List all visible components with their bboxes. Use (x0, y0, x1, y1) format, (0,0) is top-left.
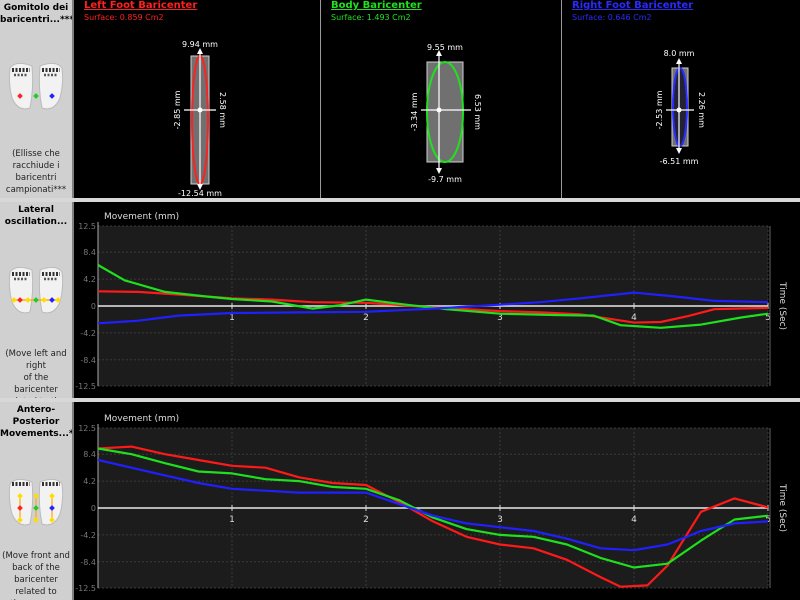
y-axis-title: Movement (mm) (104, 212, 179, 222)
section-desc-sway: (Ellisse che racchiude i baricentri camp… (5, 149, 67, 195)
feet-icon-lateral (8, 266, 64, 314)
y-tick-label: -12.5 (75, 382, 96, 391)
y-axis-title: Movement (mm) (104, 414, 179, 424)
section-desc-lateral: (Move left and right of the baricenter r… (5, 349, 67, 398)
ap-chart-svg[interactable]: 12.5 8.4 4.2 0 -4.2 -8.4 -12.5 1 2 3 4 5 Movement (m… (74, 402, 800, 600)
sidebar-section-lateral[interactable]: Lateral oscillation... (Move left and ri… (0, 202, 74, 398)
series-line-1 (97, 264, 769, 329)
separator-bottom (0, 398, 800, 402)
left-foot-left-label: -2.85 mm (173, 90, 182, 129)
right-foot-ellipse-plot: 8.0 mm -6.51 mm -2.53 mm 2.26 mm (655, 49, 706, 166)
y-tick-label: -8.4 (80, 356, 96, 365)
y-tick-label: 4.2 (83, 275, 96, 284)
body-top-label: 9.55 mm (427, 43, 463, 52)
section-title-sway: Gomitolo dei baricentri...*** (0, 3, 74, 25)
left-foot-right-label: 2.58 mm (218, 92, 227, 128)
y-tick-label: 12.5 (78, 222, 96, 231)
section-desc-ap: (Move front and back of the baricenter r… (2, 551, 70, 600)
right-foot-surface: Surface: 0.646 Cm2 (572, 13, 652, 22)
separator-top (0, 198, 800, 202)
feet-icon-ellipse (8, 62, 64, 110)
sidebar-section-antero-posterior[interactable]: Antero-Posterior Movements...*** (Move f… (0, 402, 74, 600)
series-line-1 (97, 447, 769, 569)
y-tick-label: -4.2 (80, 531, 96, 540)
left-foot-bottom-label: -12.54 mm (178, 189, 222, 198)
sidebar-section-sway-ellipse[interactable]: Gomitolo dei baricentri...*** (Ellisse c… (0, 0, 74, 198)
series-line-2 (97, 291, 769, 325)
x-tick-label: 2 (363, 313, 369, 323)
series-line-0 (97, 445, 769, 588)
y-tick-label: -12.5 (75, 584, 96, 593)
x-tick-label: 3 (497, 515, 503, 525)
x-tick-label: 5 (765, 515, 771, 525)
y-tick-label: 4.2 (83, 477, 96, 486)
body-right-label: 6.53 mm (473, 94, 482, 130)
y-tick-label: 8.4 (83, 248, 96, 257)
x-tick-label: 1 (229, 313, 235, 323)
body-title: Body Baricenter (331, 0, 422, 11)
x-tick-label: 4 (631, 515, 637, 525)
body-surface: Surface: 1.493 Cm2 (331, 13, 411, 22)
x-axis-title: Time (Sec) (777, 483, 787, 532)
panel-right-foot-baricenter[interactable]: Right Foot Baricenter Surface: 0.646 Cm2… (562, 0, 800, 198)
y-tick-label: 0 (91, 504, 96, 513)
chart-lateral-oscillation[interactable]: 12.5 8.4 4.2 0 -4.2 -8.4 -12.5 1 2 3 4 5 Movement (m… (74, 202, 800, 398)
right-foot-bottom-label: -6.51 mm (660, 157, 699, 166)
y-tick-label: 12.5 (78, 424, 96, 433)
y-tick-label: -8.4 (80, 558, 96, 567)
body-left-label: -3.34 mm (410, 92, 419, 131)
series-line-2 (97, 458, 769, 552)
body-bottom-label: -9.7 mm (428, 175, 462, 184)
body-ellipse-plot: 9.55 mm -9.7 mm -3.34 mm 6.53 mm (410, 43, 482, 184)
section-title-lateral: Lateral oscillation... (4, 205, 68, 227)
left-foot-surface: Surface: 0.859 Cm2 (84, 13, 164, 22)
lateral-chart-svg[interactable]: 12.5 8.4 4.2 0 -4.2 -8.4 -12.5 1 2 3 4 5 Movement (m… (74, 202, 800, 398)
x-axis-title: Time (Sec) (777, 281, 787, 330)
y-tick-label: 8.4 (83, 450, 96, 459)
x-tick-label: 3 (497, 313, 503, 323)
x-tick-label: 1 (229, 515, 235, 525)
right-foot-top-label: 8.0 mm (664, 49, 695, 58)
left-foot-ellipse-plot: 9.94 mm -12.54 mm -2.85 mm 2.58 mm (173, 40, 227, 198)
feet-icon-ap (8, 478, 64, 526)
section-title-ap: Antero-Posterior Movements...*** (0, 405, 74, 439)
panel-left-foot-baricenter[interactable]: Left Foot Baricenter Surface: 0.859 Cm2 … (74, 0, 321, 198)
right-foot-right-label: 2.26 mm (697, 92, 706, 128)
left-foot-title: Left Foot Baricenter (84, 0, 198, 11)
right-foot-title: Right Foot Baricenter (572, 0, 694, 11)
y-tick-label: 0 (91, 302, 96, 311)
left-foot-top-label: 9.94 mm (182, 40, 218, 49)
right-foot-left-label: -2.53 mm (655, 90, 664, 129)
y-tick-label: -4.2 (80, 329, 96, 338)
x-tick-label: 2 (363, 515, 369, 525)
x-tick-label: 5 (765, 313, 771, 323)
chart-antero-posterior[interactable]: 12.5 8.4 4.2 0 -4.2 -8.4 -12.5 1 2 3 4 5 Movement (m… (74, 402, 800, 600)
x-tick-label: 4 (631, 313, 637, 323)
panel-body-baricenter[interactable]: Body Baricenter Surface: 1.493 Cm2 9.55 … (321, 0, 562, 198)
